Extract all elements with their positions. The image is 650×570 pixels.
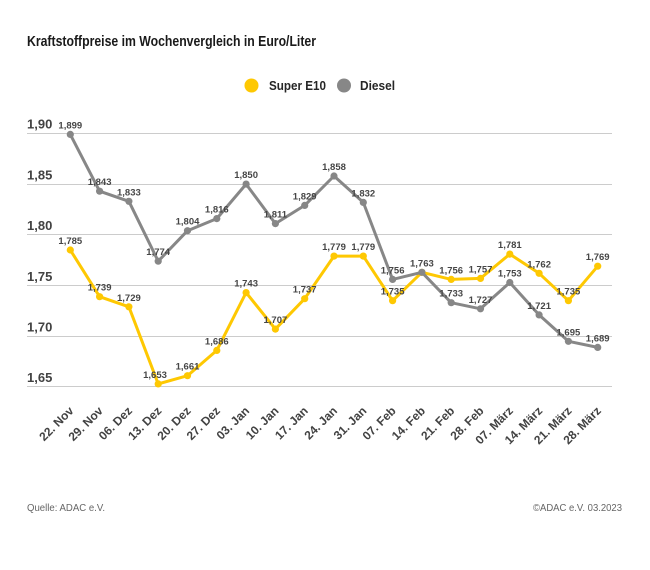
svg-text:1,781: 1,781 [498, 240, 522, 251]
svg-text:©ADAC e.V. 03.2023: ©ADAC e.V. 03.2023 [533, 503, 622, 514]
svg-text:1,811: 1,811 [264, 210, 288, 221]
svg-text:1,729: 1,729 [117, 293, 141, 304]
svg-text:1,753: 1,753 [498, 269, 522, 280]
svg-text:1,721: 1,721 [527, 301, 551, 312]
svg-text:Diesel: Diesel [360, 78, 395, 93]
svg-text:1,769: 1,769 [586, 252, 610, 263]
svg-text:1,739: 1,739 [88, 283, 112, 294]
svg-text:1,653: 1,653 [143, 370, 167, 381]
svg-text:1,689: 1,689 [586, 333, 610, 344]
svg-text:1,804: 1,804 [176, 217, 200, 228]
svg-text:1,737: 1,737 [293, 285, 317, 296]
svg-text:1,816: 1,816 [205, 205, 229, 216]
svg-text:1,756: 1,756 [439, 265, 463, 276]
svg-text:1,727: 1,727 [469, 295, 493, 306]
svg-text:1,686: 1,686 [205, 336, 229, 347]
svg-text:1,779: 1,779 [351, 242, 375, 253]
svg-text:1,774: 1,774 [146, 247, 170, 258]
svg-text:1,899: 1,899 [58, 120, 82, 131]
svg-text:1,850: 1,850 [234, 170, 258, 181]
svg-text:1,829: 1,829 [293, 191, 317, 202]
svg-text:1,832: 1,832 [351, 188, 375, 199]
svg-text:1,735: 1,735 [381, 287, 405, 298]
svg-text:1,65: 1,65 [27, 370, 52, 385]
svg-text:1,75: 1,75 [27, 269, 52, 284]
svg-text:1,70: 1,70 [27, 320, 52, 335]
svg-text:1,735: 1,735 [557, 287, 581, 298]
svg-text:Super E10: Super E10 [269, 78, 326, 93]
svg-text:1,733: 1,733 [439, 289, 463, 300]
svg-text:1,90: 1,90 [27, 117, 52, 132]
svg-text:1,779: 1,779 [322, 242, 346, 253]
svg-text:1,661: 1,661 [176, 362, 200, 373]
svg-text:1,695: 1,695 [557, 327, 581, 338]
svg-text:1,756: 1,756 [381, 265, 405, 276]
svg-text:1,763: 1,763 [410, 258, 434, 269]
svg-text:1,757: 1,757 [469, 264, 493, 275]
svg-text:1,743: 1,743 [234, 279, 258, 290]
svg-text:Quelle: ADAC e.V.: Quelle: ADAC e.V. [27, 503, 105, 514]
svg-text:Kraftstoffpreise im Wochenverg: Kraftstoffpreise im Wochenvergleich in E… [27, 34, 316, 50]
svg-text:1,707: 1,707 [264, 315, 288, 326]
svg-text:1,858: 1,858 [322, 162, 346, 173]
svg-text:1,762: 1,762 [527, 259, 551, 270]
svg-text:1,843: 1,843 [88, 177, 112, 188]
svg-text:1,785: 1,785 [58, 236, 82, 247]
svg-text:1,80: 1,80 [27, 218, 52, 233]
svg-text:1,85: 1,85 [27, 167, 52, 182]
svg-text:1,833: 1,833 [117, 187, 141, 198]
